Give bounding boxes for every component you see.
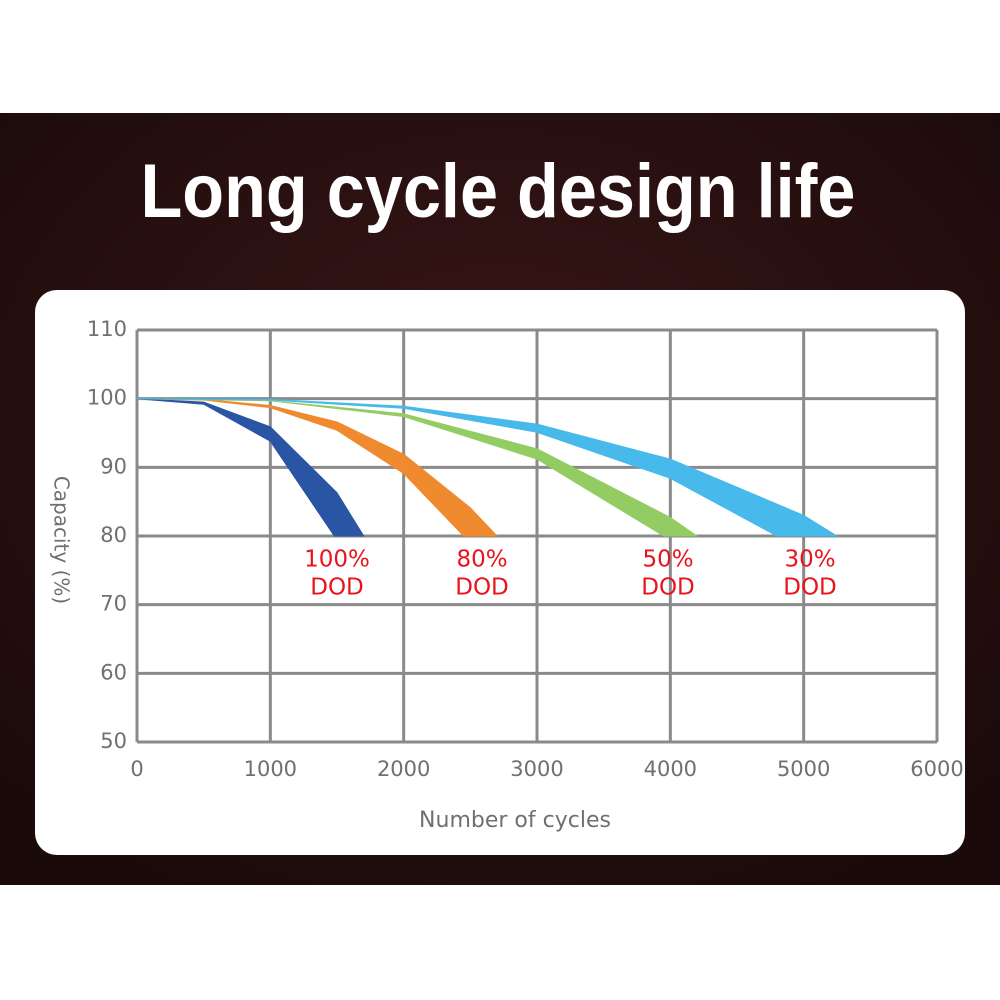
- y-tick-label: 80: [100, 523, 127, 547]
- band-label: 30%: [784, 547, 835, 573]
- band-label: 100%: [304, 547, 370, 573]
- y-axis-title: Capacity (%): [50, 476, 74, 604]
- y-tick-label: 60: [100, 660, 127, 684]
- y-tick-label: 50: [100, 729, 127, 753]
- y-tick-label: 100: [87, 386, 127, 410]
- band-label: DOD: [783, 575, 837, 601]
- chart-title: Long cycle design life: [141, 149, 856, 234]
- plot-area: 0 1000 2000 3000 4000 5000 6000 50 60 70 80 90 100 11…: [87, 317, 964, 781]
- band: [136, 398, 498, 537]
- x-tick-label: 4000: [644, 757, 697, 781]
- band: [136, 398, 838, 537]
- x-tick-label: 0: [130, 757, 143, 781]
- x-tick-label: 2000: [377, 757, 430, 781]
- y-tick-label: 110: [87, 317, 127, 341]
- band: [136, 398, 365, 537]
- x-axis-title: Number of cycles: [419, 808, 611, 833]
- x-tick-label: 6000: [910, 757, 963, 781]
- band-label: 80%: [456, 547, 507, 573]
- bands: [136, 398, 838, 537]
- band: [136, 398, 698, 537]
- band-label: DOD: [641, 575, 695, 601]
- x-tick-label: 3000: [510, 757, 563, 781]
- y-tick-label: 70: [100, 592, 127, 616]
- x-tick-label: 5000: [777, 757, 830, 781]
- band-label: DOD: [310, 575, 364, 601]
- x-tick-label: 1000: [244, 757, 297, 781]
- band-label: DOD: [455, 575, 509, 601]
- y-tick-label: 90: [100, 454, 127, 478]
- band-label: 50%: [642, 547, 693, 573]
